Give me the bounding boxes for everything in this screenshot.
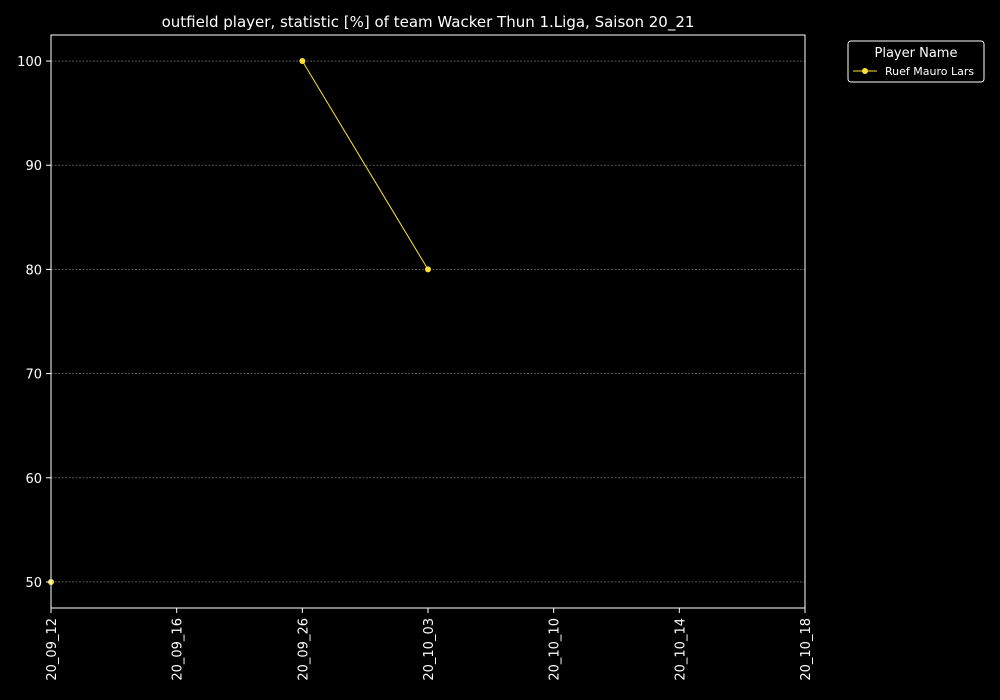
x-tick-label: 20_10_14 — [673, 618, 688, 681]
grid-lines — [51, 60, 805, 583]
data-point — [299, 58, 306, 65]
legend-series-marker — [862, 68, 868, 74]
legend-box — [847, 40, 985, 83]
y-tick-label: 90 — [25, 159, 42, 174]
series-line — [301, 60, 429, 270]
x-tick-label: 20_09_26 — [296, 618, 311, 681]
legend-series-label: Ruef Mauro Lars — [885, 65, 974, 78]
x-tick-label: 20_10_18 — [799, 618, 814, 681]
y-axis: 50 60 70 80 90 100 — [17, 55, 51, 591]
y-tick-label: 50 — [25, 576, 42, 591]
series-layer — [48, 58, 431, 585]
x-tick-label: 20_10_10 — [548, 618, 563, 681]
legend-title: Player Name — [875, 46, 958, 61]
y-tick-label: 100 — [17, 55, 42, 70]
legend: Player Name Ruef Mauro Lars — [847, 40, 985, 83]
chart-title: outfield player, statistic [%] of team W… — [162, 13, 695, 32]
plot-area-frame — [50, 34, 806, 609]
x-tick-label: 20_10_03 — [422, 618, 437, 681]
x-tick-label: 20_09_12 — [45, 618, 60, 681]
y-tick-label: 80 — [25, 263, 42, 278]
x-tick-label: 20_09_16 — [171, 618, 186, 681]
data-point — [425, 266, 431, 273]
y-tick-label: 60 — [25, 472, 42, 487]
y-tick-label: 70 — [25, 368, 42, 383]
x-axis: 20_09_12 20_09_16 20_09_26 20_10_03 20_10_10… — [45, 608, 814, 681]
